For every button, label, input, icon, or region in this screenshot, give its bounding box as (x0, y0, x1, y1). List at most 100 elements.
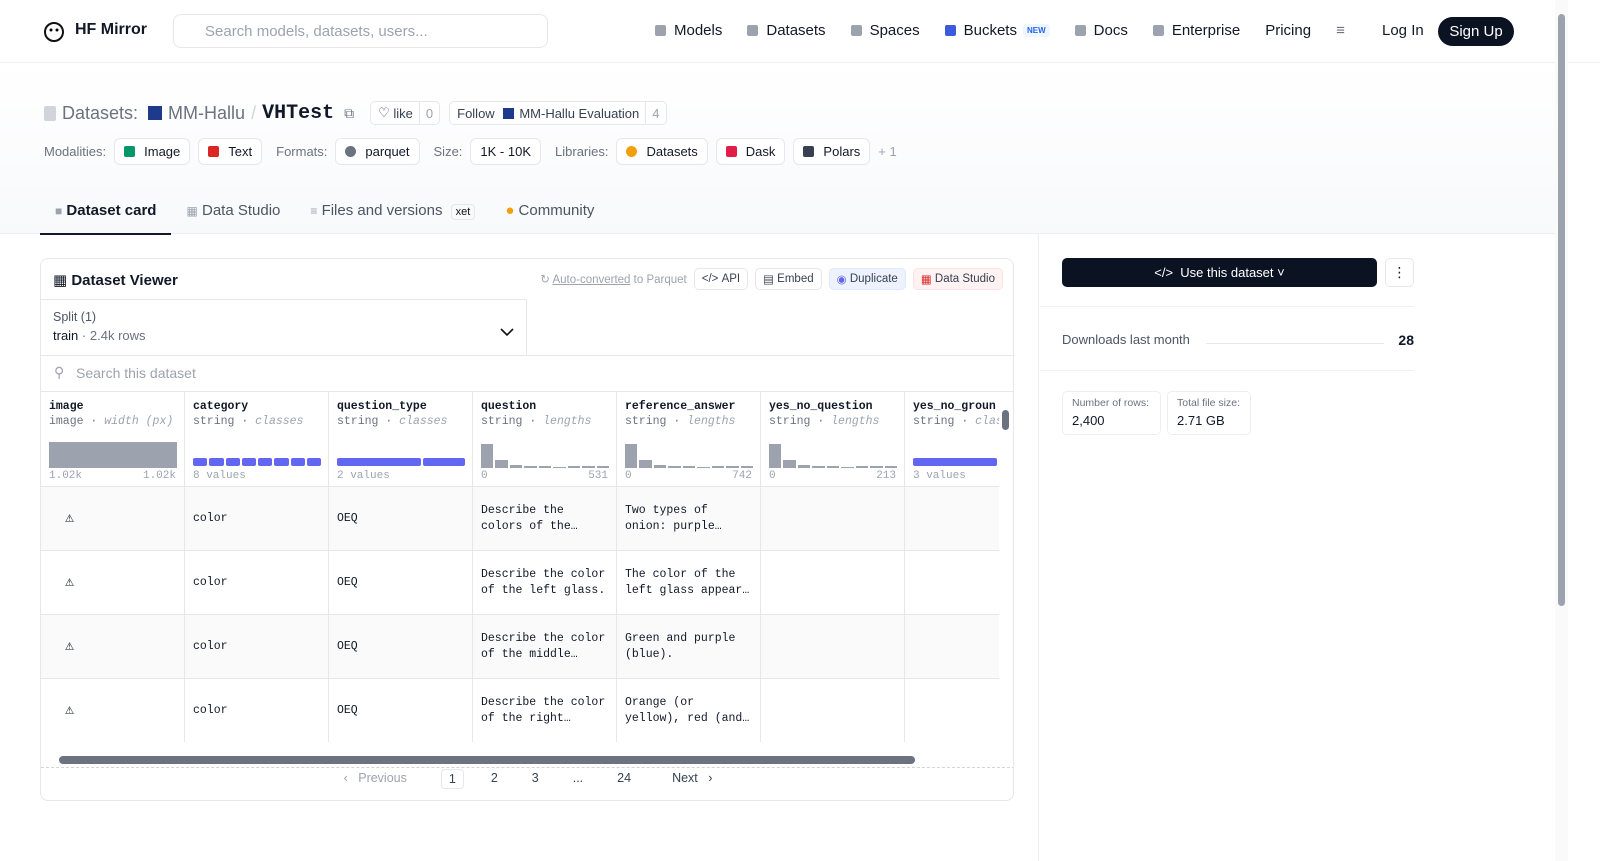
cell[interactable] (905, 615, 999, 679)
nav-link[interactable]: Spaces (850, 22, 920, 39)
split-selector[interactable]: Split (1) train · 2.4k rows (41, 299, 527, 355)
bar[interactable] (625, 444, 638, 468)
nav-link[interactable]: Docs (1074, 22, 1128, 39)
class-bar[interactable] (423, 458, 465, 466)
class-bar[interactable] (209, 458, 224, 466)
more-tags[interactable]: + 1 (878, 144, 897, 159)
cell[interactable]: ⚠ (41, 551, 184, 615)
bar[interactable] (870, 466, 883, 468)
column-header[interactable]: question_type string · classes 2 values (329, 392, 472, 487)
column-header[interactable]: question string · lengths 0 531 (473, 392, 616, 487)
tab[interactable]: ≡ Files and versions xet (295, 198, 490, 235)
cell[interactable] (761, 679, 904, 742)
class-bar[interactable] (337, 458, 421, 466)
cell[interactable]: ⚠ (41, 487, 184, 551)
column-header[interactable]: yes_no_question string · lengths 0 213 (761, 392, 904, 487)
bar[interactable] (596, 466, 609, 468)
bar[interactable] (653, 465, 667, 468)
bar[interactable] (783, 460, 796, 468)
auto-converted-link[interactable]: Auto-converted (552, 274, 631, 286)
page[interactable]: 2 (490, 771, 498, 785)
bar[interactable] (582, 466, 595, 468)
bar[interactable] (841, 467, 854, 468)
tab[interactable]: ■ Dataset card (40, 198, 172, 235)
cell[interactable]: Describe the color of the left glass. (473, 551, 616, 615)
bar[interactable] (524, 466, 537, 468)
class-bar[interactable] (241, 458, 256, 466)
cell[interactable]: The color of the left glass appear… (617, 551, 760, 615)
tag[interactable]: Image (114, 138, 191, 165)
cell[interactable] (905, 551, 999, 615)
data-studio-button[interactable]: ▦ Data Studio (912, 268, 1003, 290)
cell[interactable]: Describe the color of the right… (473, 679, 616, 742)
prev[interactable]: ‹ Previous (337, 769, 421, 789)
column-header[interactable]: image image · width (px) 1.02k 1.02k (41, 392, 184, 487)
tag[interactable]: Dask (715, 138, 786, 165)
nav-link[interactable]: Buckets NEW (944, 22, 1050, 39)
copy-icon[interactable]: ⧉ (344, 104, 355, 121)
tag[interactable]: 1K - 10K (470, 138, 542, 165)
bar[interactable] (481, 444, 494, 468)
cell[interactable]: color (185, 615, 328, 679)
class-bar[interactable] (225, 458, 240, 466)
dataset-name[interactable]: VHTest (262, 101, 335, 125)
cell[interactable]: ⚠ (41, 615, 184, 679)
class-bar[interactable] (306, 458, 321, 466)
bar[interactable] (639, 460, 652, 468)
embed-button[interactable]: ▤ Embed (755, 268, 822, 290)
cell[interactable] (761, 615, 904, 679)
cell[interactable]: Green and purple (blue). (617, 615, 760, 679)
bar[interactable] (509, 465, 523, 468)
bar[interactable] (812, 466, 825, 468)
cell[interactable]: color (185, 551, 328, 615)
cell[interactable]: ⚠ (41, 679, 184, 742)
duplicate-button[interactable]: ◉ Duplicate (828, 268, 906, 290)
api-button[interactable]: </> API (693, 268, 749, 290)
tab[interactable]: ▦ Data Studio (186, 202, 281, 219)
more-button[interactable]: ⋮ (1385, 258, 1414, 287)
cell[interactable]: Two types of onion: purple… (617, 487, 760, 551)
bar[interactable] (567, 466, 581, 468)
page[interactable]: 24 (617, 771, 632, 785)
class-bar[interactable] (913, 458, 997, 466)
bar[interactable] (726, 466, 739, 468)
cell[interactable] (905, 487, 999, 551)
bar[interactable] (740, 466, 753, 468)
class-bar[interactable] (193, 458, 208, 466)
tag[interactable]: Polars (793, 138, 871, 165)
class-bar[interactable] (258, 458, 273, 466)
brand[interactable]: HF Mirror (75, 21, 147, 38)
column-header[interactable]: category string · classes 8 values (185, 392, 328, 487)
follow-button[interactable]: Follow MM-Hallu Evaluation 4 (449, 101, 667, 125)
nav-link[interactable]: Models (655, 22, 722, 39)
bar[interactable] (826, 466, 840, 468)
use-dataset-button[interactable]: </> Use this dataset ˅ (1062, 258, 1377, 287)
cell[interactable]: OEQ (329, 615, 472, 679)
login[interactable]: Log In (1382, 22, 1424, 39)
cell[interactable] (761, 487, 904, 551)
tag[interactable]: Datasets (616, 138, 708, 165)
tag[interactable]: Text (198, 138, 263, 165)
bar[interactable] (49, 442, 177, 468)
nav-link[interactable]: Datasets (747, 22, 826, 39)
cell[interactable] (761, 551, 904, 615)
signup[interactable]: Sign Up (1438, 17, 1514, 46)
column-header[interactable]: reference_answer string · lengths 0 742 (617, 392, 760, 487)
bar[interactable] (797, 465, 811, 468)
class-bar[interactable] (274, 458, 289, 466)
menu-button[interactable]: ≡ (1336, 22, 1345, 39)
cell[interactable]: OEQ (329, 551, 472, 615)
like-button[interactable]: ♡ like 0 (370, 101, 441, 125)
owner[interactable]: MM-Hallu (168, 102, 246, 123)
nav-link[interactable]: Pricing (1265, 22, 1312, 39)
bar[interactable] (769, 444, 782, 468)
bar[interactable] (697, 467, 710, 468)
tab[interactable]: ● Community (505, 202, 595, 219)
bar[interactable] (884, 466, 897, 468)
cell[interactable]: color (185, 679, 328, 742)
bar[interactable] (553, 467, 566, 468)
bar[interactable] (495, 460, 508, 468)
class-bar[interactable] (290, 458, 305, 466)
tag[interactable]: parquet (335, 138, 420, 165)
page[interactable]: 3 (531, 771, 539, 785)
